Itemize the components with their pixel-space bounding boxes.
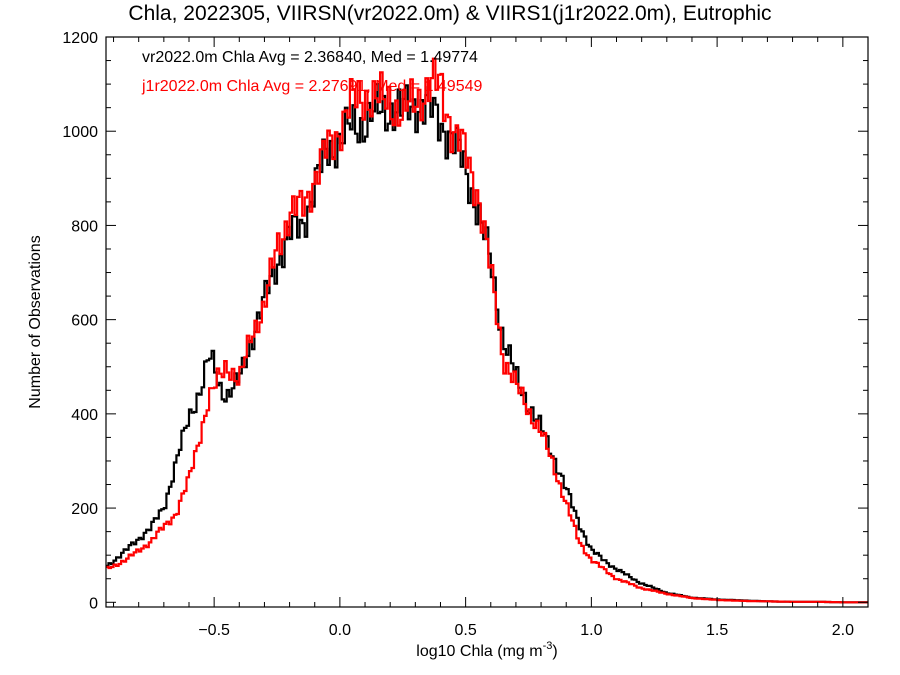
x-tick-label: 0.0 (329, 622, 351, 639)
series-layer (106, 57, 868, 604)
y-tick-label: 800 (71, 218, 98, 235)
legend-entry-vr2022: vr2022.0m Chla Avg = 2.36840, Med = 1.49… (142, 49, 478, 66)
chart-title: Chla, 2022305, VIIRSN(vr2022.0m) & VIIRS… (128, 2, 772, 25)
x-axis-label-superscript: -3 (543, 640, 553, 652)
axes-frame (105, 36, 869, 608)
y-tick-label: 400 (71, 407, 98, 424)
x-axis-label-close: ) (552, 643, 557, 660)
y-tick-label: 200 (71, 501, 98, 518)
legend-entry-j1r2022: j1r2022.0m Chla Avg = 2.27691, Med = 1.4… (141, 78, 483, 95)
x-tick-label: 2.0 (832, 622, 854, 639)
y-axis-label: Number of Observations (27, 235, 44, 408)
y-tick-label: 1000 (62, 124, 98, 141)
x-tick-label: 1.5 (706, 622, 728, 639)
x-axis-label: log10 Chla (mg m-3) (416, 640, 557, 660)
y-tick-label: 1200 (62, 30, 98, 47)
x-axis-label-main: log10 Chla (mg m (416, 643, 542, 660)
plot-area (106, 37, 868, 607)
y-tick-label: 0 (89, 595, 98, 612)
x-tick-label: −0.5 (198, 622, 230, 639)
plot-background (106, 37, 868, 607)
axes-layer: −0.5 0.0 0.5 1.0 1.5 2.0 0 200 400 600 800 1000 1200 (62, 30, 869, 639)
x-tick-label: 0.5 (454, 622, 476, 639)
x-tick-label: 1.0 (580, 622, 602, 639)
y-tick-label: 600 (71, 313, 98, 330)
series-line-j1r2022-0m (106, 57, 868, 604)
